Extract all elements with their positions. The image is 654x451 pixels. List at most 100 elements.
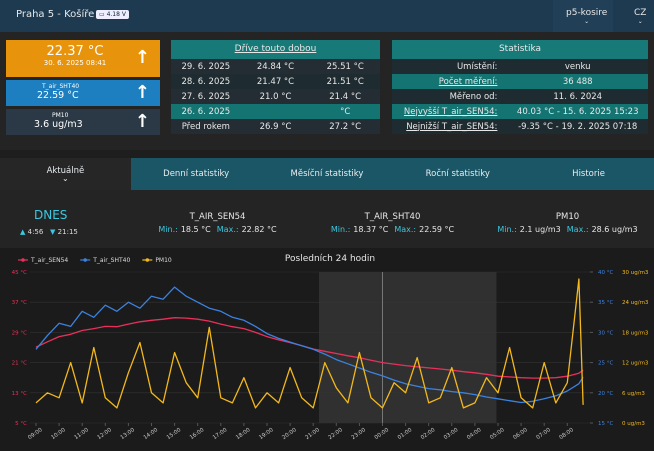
stats-title: Statistika — [392, 40, 648, 59]
y3-tick-label: 6 ug/m3 — [622, 391, 645, 397]
top-bar: Praha 5 - Košíře ▭ 4.18 V p5-kosire ⌄ CZ ⌄ — [0, 0, 654, 32]
sht40-card: T_air_SHT40 22.59 °C ↑ — [6, 80, 160, 106]
history-row: 29. 6. 2025 24.84 °C 25.51 °C — [171, 59, 380, 74]
language-select[interactable]: CZ ⌄ — [634, 8, 647, 25]
max-label: Max.: — [566, 225, 589, 234]
y2-tick-label: 40 °C — [598, 270, 613, 276]
history-min: 24.84 °C — [256, 61, 295, 72]
min-label: Min.: — [330, 225, 351, 234]
history-max: 25.51 °C — [326, 61, 364, 72]
history-min: 21.47 °C — [256, 76, 295, 87]
history-min: 26.9 °C — [259, 121, 292, 132]
y2-tick-label: 35 °C — [598, 300, 613, 306]
language: CZ — [634, 8, 647, 18]
x-tick-label: 02:00 — [420, 427, 437, 441]
sensor-name: T_AIR_SHT40 — [364, 212, 421, 222]
tab-label: Měsíční statistiky — [290, 169, 364, 179]
sht40-label: T_air_SHT40 — [42, 83, 80, 90]
y-tick-label: 5 °C — [15, 421, 27, 427]
today-sensors: T_AIR_SEN54 Min.: 18.5 °C Max.: 22.82 °C T_AI… — [130, 212, 654, 240]
history-date: 26. 6. 2025 — [181, 106, 231, 117]
sensor-summary: T_AIR_SHT40 Min.: 18.37 °C Max.: 22.59 °C — [305, 212, 480, 234]
legend-label: T_air_SHT40 — [92, 257, 130, 264]
tab[interactable]: Měsíční statistiky — [262, 158, 393, 190]
x-tick-label: 16:00 — [189, 427, 206, 441]
pm10-label: PM10 — [52, 112, 69, 119]
main-value: 22.37 °C — [46, 44, 104, 59]
stats-value: 40.03 °C - 15. 6. 2025 15:23 — [516, 106, 639, 117]
y-tick-label: 13 °C — [12, 391, 27, 397]
legend-dot — [21, 258, 25, 262]
x-tick-label: 14:00 — [143, 427, 160, 441]
station-select[interactable]: p5-kosire ⌄ — [566, 8, 608, 25]
legend-dot — [145, 258, 150, 262]
sensor-minmax: Min.: 2.1 ug/m3 Max.: 28.6 ug/m3 — [480, 225, 654, 234]
y2-tick-label: 20 °C — [598, 391, 613, 397]
pm10-card: PM10 3.6 ug/m3 ↑ — [6, 109, 160, 135]
chart: Posledních 24 hodin 5 °C 13 °C 21 °C 29 °C 3… — [0, 248, 654, 451]
stats-label: Nejnižší T_air_SEN54: — [406, 121, 498, 132]
sensor-name: T_AIR_SEN54 — [189, 212, 246, 222]
min-label: Min.: — [158, 225, 178, 234]
stats-label: Počet měření: — [438, 76, 498, 87]
sensor-name: PM10 — [555, 212, 580, 222]
stats-row: Umístění: venku — [392, 59, 648, 74]
stats-table: Statistika Umístění: venku Počet měření: 36… — [392, 40, 648, 134]
y3-tick-label: 30 ug/m3 — [622, 270, 649, 276]
y3-tick-label: 0 ug/m3 — [622, 421, 645, 427]
stats-label: Nejvyšší T_air_SEN54: — [403, 106, 498, 117]
x-tick-label: 19:00 — [258, 427, 275, 441]
tab[interactable]: Roční statistiky — [392, 158, 523, 190]
x-tick-label: 23:00 — [351, 427, 368, 441]
x-tick-label: 22:00 — [328, 427, 345, 441]
sunset: 21:15 — [57, 228, 78, 236]
pm10-value: 3.6 ug/m3 — [34, 119, 83, 130]
history-date: Před rokem — [181, 121, 230, 132]
min-label: Min.: — [497, 225, 517, 234]
stats-row: Nejnižší T_air_SEN54: -9.35 °C - 19. 2. 2… — [392, 119, 648, 134]
x-tick-label: 15:00 — [166, 427, 183, 441]
x-tick-label: 06:00 — [512, 427, 529, 441]
tab[interactable]: Historie — [523, 158, 654, 190]
x-tick-label: 03:00 — [443, 427, 460, 441]
y-tick-label: 37 °C — [12, 300, 27, 306]
min-value: 2.1 ug/m3 — [519, 225, 561, 234]
stats-value: 11. 6. 2024 — [553, 91, 603, 102]
y3-tick-label: 24 ug/m3 — [622, 300, 649, 306]
stats-value: venku — [564, 61, 591, 72]
station-name: p5-kosire — [566, 8, 608, 18]
x-tick-label: 07:00 — [535, 427, 552, 441]
sht40-value: 22.59 °C — [37, 90, 79, 101]
today-title: DNES — [34, 208, 68, 222]
y-tick-label: 45 °C — [12, 270, 27, 276]
max-value: 22.59 °C — [419, 225, 455, 234]
stats-row: Počet měření: 36 488 — [392, 74, 648, 89]
x-tick-label: 18:00 — [235, 427, 252, 441]
legend-label: PM10 — [155, 257, 172, 264]
tab-label: Denní statistiky — [163, 169, 230, 179]
history-max: 27.2 °C — [329, 121, 362, 132]
history-max: °C — [340, 106, 351, 117]
history-max: 21.51 °C — [326, 76, 364, 87]
tab[interactable]: Aktuálně ⌄ — [0, 158, 131, 190]
stats-row: Nejvyšší T_air_SEN54: 40.03 °C - 15. 6. 2… — [392, 104, 648, 119]
stats-value: -9.35 °C - 19. 2. 2025 07:18 — [518, 121, 638, 132]
x-tick-label: 00:00 — [374, 427, 391, 441]
main-time: 30. 6. 2025 08:41 — [43, 59, 107, 67]
tabs: Aktuálně ⌄ Denní statistiky Měsíční statist… — [0, 158, 654, 190]
chart-title: Posledních 24 hodin — [285, 254, 375, 264]
history-title[interactable]: Dříve touto dobou — [234, 44, 317, 54]
x-tick-label: 01:00 — [397, 427, 414, 441]
tab[interactable]: Denní statistiky — [131, 158, 262, 190]
x-tick-label: 20:00 — [281, 427, 298, 441]
stats-value: 36 488 — [562, 76, 593, 87]
x-tick-label: 17:00 — [212, 427, 229, 441]
stats-label: Umístění: — [456, 61, 498, 72]
tab-label: Roční statistiky — [425, 169, 490, 179]
y-tick-label: 21 °C — [12, 361, 27, 367]
y2-tick-label: 15 °C — [598, 421, 613, 427]
tab-label: Aktuálně — [46, 166, 85, 176]
x-tick-label: 12:00 — [97, 427, 114, 441]
x-tick-label: 08:00 — [559, 427, 576, 441]
history-row: 27. 6. 2025 21.0 °C 21.4 °C — [171, 89, 380, 104]
